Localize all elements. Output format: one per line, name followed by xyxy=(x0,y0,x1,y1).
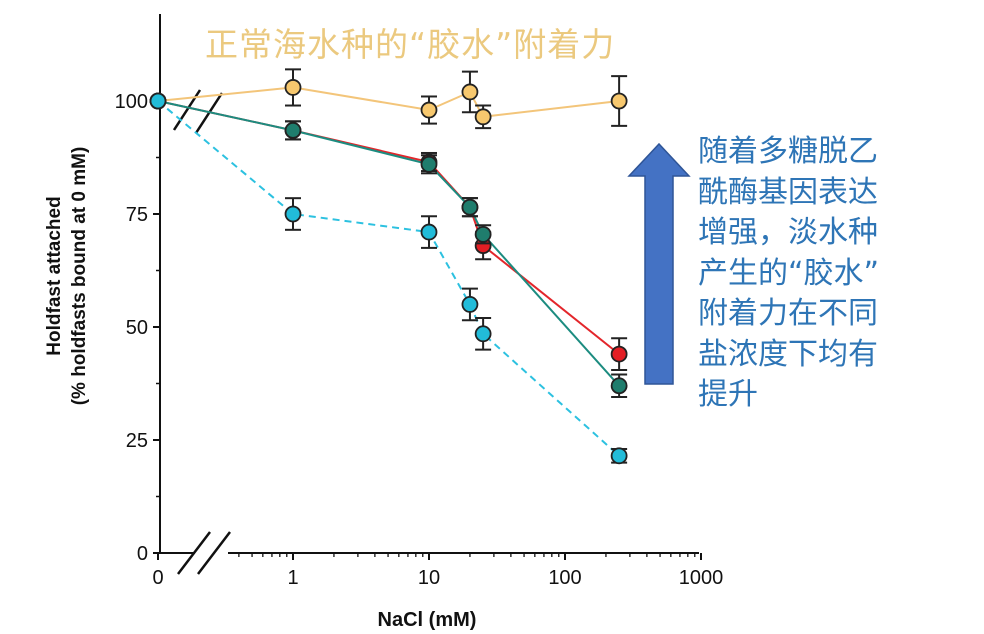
annotation-line: 酰酶基因表达 xyxy=(698,174,878,210)
data-point xyxy=(461,83,479,101)
y-tick-label: 25 xyxy=(126,430,148,452)
data-point xyxy=(610,345,628,363)
data-point xyxy=(420,223,438,241)
data-point xyxy=(461,198,479,216)
data-point xyxy=(284,205,302,223)
annotation-line: 随着多糖脱乙 xyxy=(698,134,878,169)
data-point xyxy=(610,447,628,465)
annotation-line: 提升 xyxy=(698,377,758,412)
annotation-line: 附着力在不同 xyxy=(698,296,878,331)
data-point xyxy=(461,295,479,313)
series-lines xyxy=(157,86,620,457)
y-tick-label: 75 xyxy=(126,204,148,226)
x-axis-break-mark xyxy=(177,531,211,575)
x-axis-label: NaCl (mM) xyxy=(378,609,477,631)
data-point xyxy=(420,155,438,173)
data-points xyxy=(149,68,628,465)
y-axis-label-line1: Holdfast attached xyxy=(44,196,65,355)
data-point xyxy=(420,101,438,119)
up-arrow xyxy=(627,142,691,385)
chart-title: 正常海水种的“胶水”附着力 xyxy=(205,25,616,64)
series-line xyxy=(157,100,620,387)
x-tick-label: 1 xyxy=(287,567,298,589)
data-point xyxy=(474,225,492,243)
x-tick-label: 1000 xyxy=(679,567,724,589)
data-point xyxy=(610,377,628,395)
x-tick-label: 0 xyxy=(152,567,163,589)
y-tick-label: 100 xyxy=(115,91,148,113)
annotation-line: 增强，淡水种 xyxy=(698,215,878,250)
data-point xyxy=(284,79,302,96)
up-arrow-shape xyxy=(627,142,691,385)
x-axis-break-mark xyxy=(197,531,231,575)
y-tick-label: 0 xyxy=(137,543,148,565)
annotation-line: 产生的“胶水” xyxy=(698,255,880,291)
annotation-text: 随着多糖脱乙 酰酶基因表达 增强，淡水种 产生的“胶水” 附着力在不同 盐浓度下… xyxy=(698,132,968,416)
series-line xyxy=(157,86,620,118)
data-point xyxy=(474,325,492,343)
y-tick-label: 50 xyxy=(126,317,148,339)
annotation-line: 盐浓度下均有 xyxy=(698,336,878,372)
x-tick-label: 10 xyxy=(418,567,440,589)
y-axis-label-line2: (% holdfasts bound at 0 mM) xyxy=(69,147,90,406)
series-line xyxy=(157,100,620,355)
data-point xyxy=(610,92,628,110)
x-tick-label: 100 xyxy=(548,567,581,589)
data-point xyxy=(474,108,492,126)
series-line xyxy=(157,100,620,457)
data-point xyxy=(149,92,167,110)
data-point xyxy=(284,121,302,139)
